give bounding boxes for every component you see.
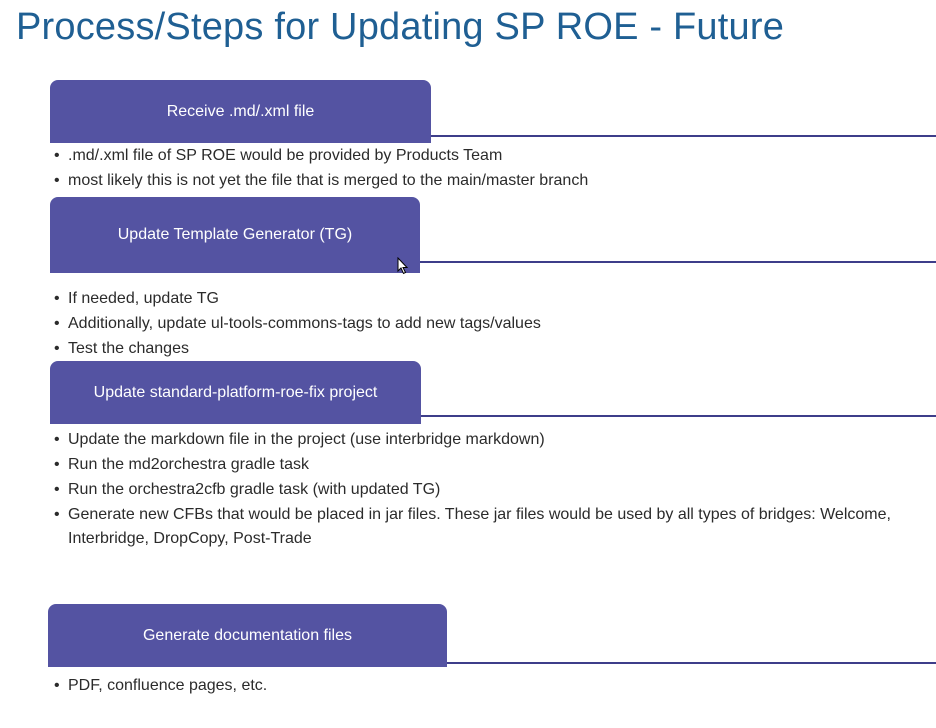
bullet-item: Update the markdown file in the project … — [54, 428, 914, 452]
step-update-tg-rule — [420, 261, 936, 263]
bullet-item: Run the orchestra2cfb gradle task (with … — [54, 478, 914, 502]
bullet-item: Generate new CFBs that would be placed i… — [54, 503, 914, 551]
step-update-project-rule — [421, 415, 936, 417]
step-update-tg-bullets: If needed, update TG Additionally, updat… — [54, 287, 914, 362]
step-receive-file-bullets: .md/.xml file of SP ROE would be provide… — [54, 144, 914, 194]
step-receive-file-tab: Receive .md/.xml file — [50, 80, 431, 143]
bullet-item: .md/.xml file of SP ROE would be provide… — [54, 144, 914, 168]
page-title: Process/Steps for Updating SP ROE - Futu… — [16, 6, 785, 48]
step-update-tg-tab: Update Template Generator (TG) — [50, 197, 420, 273]
step-generate-docs-bullets: PDF, confluence pages, etc. — [54, 674, 914, 699]
step-generate-docs-tab: Generate documentation files — [48, 604, 447, 667]
mouse-cursor-icon — [397, 257, 409, 275]
step-receive-file-rule — [431, 135, 936, 137]
step-update-project-bullets: Update the markdown file in the project … — [54, 428, 914, 552]
step-update-project-tab: Update standard-platform-roe-fix project — [50, 361, 421, 424]
bullet-item: Run the md2orchestra gradle task — [54, 453, 914, 477]
bullet-item: Test the changes — [54, 337, 914, 361]
step-generate-docs-rule — [447, 662, 936, 664]
bullet-item: Additionally, update ul-tools-commons-ta… — [54, 312, 914, 336]
bullet-item: most likely this is not yet the file tha… — [54, 169, 914, 193]
bullet-item: If needed, update TG — [54, 287, 914, 311]
bullet-item: PDF, confluence pages, etc. — [54, 674, 914, 698]
